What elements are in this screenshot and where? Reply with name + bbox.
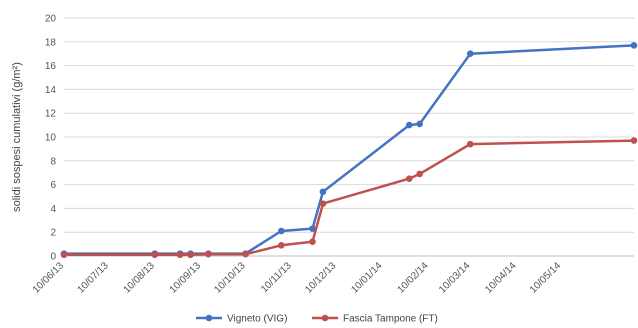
data-point (60, 251, 68, 259)
y-tick-label: 16 (45, 61, 57, 72)
data-point (416, 170, 423, 178)
x-tick-label: 10/02/14 (395, 260, 431, 296)
x-tick-label: 10/11/13 (259, 260, 294, 295)
grid-lines (64, 17, 634, 233)
y-tick-label: 10 (45, 133, 57, 144)
x-tick-label: 10/12/13 (303, 260, 339, 296)
data-point (630, 137, 638, 144)
y-axis-label: solidi sospesi cumulativi (g/m²) (11, 62, 23, 212)
data-point (309, 225, 316, 232)
y-tick-label: 6 (50, 180, 56, 191)
data-point (277, 241, 285, 249)
x-tick-label: 10/07/13 (75, 260, 111, 296)
x-tick-label: 10/06/13 (31, 260, 67, 296)
x-tick-label: 10/09/13 (168, 260, 204, 296)
x-tick-label: 10/10/13 (212, 260, 248, 296)
legend-marker-1 (321, 314, 329, 322)
x-tick-label: 10/01/14 (349, 260, 385, 296)
data-point (319, 188, 327, 196)
series-line-1 (64, 139, 635, 257)
data-point (319, 200, 327, 207)
data-point (466, 140, 474, 148)
y-tick-label: 14 (45, 85, 57, 96)
legend-label-1: Fascia Tampone (FT) (343, 314, 438, 325)
x-tick-label: 10/04/14 (483, 260, 519, 296)
data-point (405, 121, 413, 129)
y-tick-label: 0 (50, 252, 56, 263)
data-point (151, 251, 159, 259)
y-tick-label: 2 (50, 228, 56, 239)
y-tick-label: 4 (50, 204, 56, 215)
y-axis-ticks: 0 2 4 6 8 10 12 14 16 18 20 (45, 14, 57, 263)
data-point (176, 251, 184, 259)
data-point (630, 42, 638, 49)
legend-label-0: Vigneto (VIG) (227, 314, 287, 325)
y-tick-label: 8 (50, 156, 56, 167)
x-tick-label: 10/08/13 (122, 260, 158, 296)
data-point (309, 238, 316, 246)
data-point (416, 120, 423, 128)
series-line-0 (64, 44, 635, 255)
x-tick-label: 10/05/14 (528, 260, 564, 296)
y-tick-label: 12 (45, 109, 57, 120)
y-tick-label: 20 (45, 14, 57, 25)
legend-marker-0 (205, 314, 213, 322)
data-point (242, 250, 249, 258)
data-point (187, 251, 194, 259)
data-point (466, 50, 474, 57)
legend: Vigneto (VIG) Fascia Tampone (FT) (196, 314, 438, 325)
series-layer (60, 42, 638, 259)
data-point (405, 175, 413, 182)
x-axis-ticks: 10/06/13 10/07/13 10/08/13 10/09/13 10/10/13… (31, 260, 564, 296)
x-tick-label: 10/03/14 (437, 260, 473, 296)
data-point (205, 250, 212, 258)
y-tick-label: 18 (45, 37, 57, 48)
data-point (277, 227, 285, 235)
